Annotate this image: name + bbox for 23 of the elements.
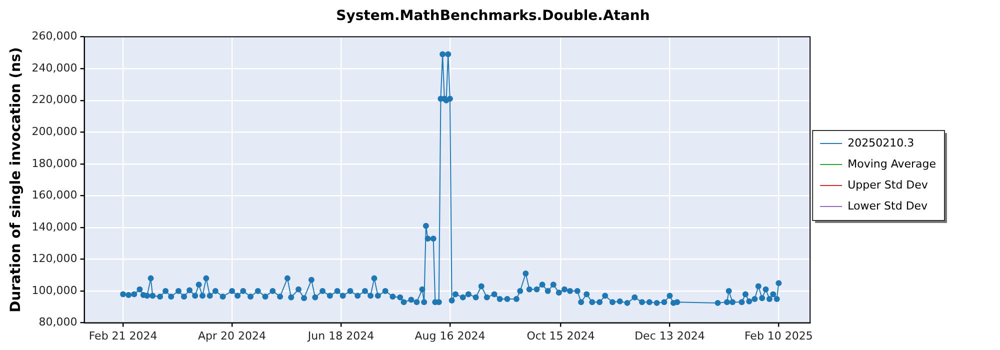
y-tick-label: 80,000	[38, 316, 78, 329]
x-tick-label: Aug 16 2024	[414, 329, 486, 342]
legend-label: Lower Std Dev	[848, 199, 928, 212]
legend-label: Upper Std Dev	[848, 178, 928, 192]
y-tick-label: 100,000	[32, 284, 78, 297]
legend-label: Moving Average	[848, 157, 936, 170]
y-tick-label: 220,000	[32, 93, 78, 106]
x-tick-label: Jun 18 2024	[306, 329, 374, 342]
y-tick-label: 160,000	[32, 188, 78, 202]
x-tick-label: Feb 10 2025	[744, 329, 813, 342]
y-axis-title: Duration of single invocation (ns)	[8, 47, 24, 312]
y-tick-label: 120,000	[32, 252, 78, 266]
chart-title: System.MathBenchmarks.Double.Atanh	[336, 8, 650, 24]
x-tick-label: Feb 21 2024	[88, 329, 158, 342]
x-tick-label: Oct 15 2024	[526, 329, 595, 342]
y-tick-label: 260,000	[32, 30, 78, 43]
y-tick-label: 140,000	[32, 220, 78, 234]
y-tick-label: 180,000	[32, 156, 78, 170]
y-tick-label: 240,000	[32, 61, 78, 74]
x-tick-label: Apr 20 2024	[198, 329, 266, 342]
x-tick-label: Dec 13 2024	[634, 329, 705, 342]
y-tick-label: 200,000	[32, 124, 78, 138]
legend-label: 20250210.3	[848, 136, 914, 150]
